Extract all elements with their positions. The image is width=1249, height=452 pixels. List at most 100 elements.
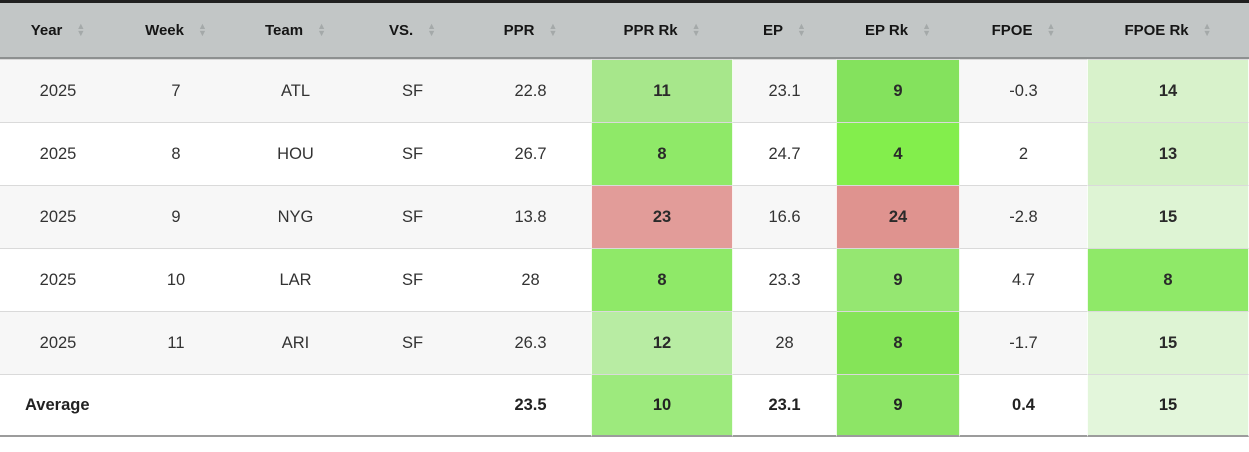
col-header-label: VS. — [388, 21, 414, 39]
cell-ep: 16.6 — [733, 185, 836, 248]
table-row: 2025 7 ATL SF 22.8 11 23.1 9 -0.3 14 — [0, 59, 1249, 122]
cell-ep-rk: 4 — [836, 122, 960, 185]
cell-fpoe: 2 — [960, 122, 1087, 185]
cell-ppr-rk: 8 — [591, 122, 733, 185]
cell-ep-rk: 9 — [836, 248, 960, 311]
col-header-label: PPR Rk — [623, 21, 678, 39]
cell-ppr-rk: 12 — [591, 311, 733, 374]
col-header-label: Week — [145, 21, 184, 39]
cell-fpoe-rk: 15 — [1087, 374, 1249, 437]
average-row: Average 23.5 10 23.1 9 0.4 15 — [0, 374, 1249, 437]
sort-icon[interactable]: ▲ ▼ — [76, 21, 86, 38]
col-header-label: EP — [763, 21, 784, 39]
col-header-ppr[interactable]: PPR ▲ ▼ — [470, 0, 591, 59]
cell-ep: 28 — [733, 311, 836, 374]
cell-vs: SF — [355, 59, 470, 122]
col-header-label: PPR — [503, 21, 535, 39]
cell-year: 2025 — [0, 248, 116, 311]
cell-fpoe: 4.7 — [960, 248, 1087, 311]
table-body: 2025 7 ATL SF 22.8 11 23.1 9 -0.3 14 2025 8 HOU SF 26.… — [0, 59, 1249, 437]
sort-icon[interactable]: ▲ ▼ — [317, 21, 326, 38]
cell-week: 9 — [116, 185, 236, 248]
cell-fpoe: 0.4 — [960, 374, 1087, 437]
cell-ep: 23.3 — [733, 248, 836, 311]
col-header-ppr-rk[interactable]: PPR Rk ▲ ▼ — [591, 0, 733, 59]
col-header-fpoe-rk[interactable]: FPOE Rk ▲ ▼ — [1087, 0, 1249, 59]
sort-icon[interactable]: ▲ ▼ — [427, 21, 437, 38]
cell-vs: SF — [355, 185, 470, 248]
cell-vs — [355, 374, 470, 437]
col-header-label: Year — [30, 21, 63, 39]
cell-ppr: 26.7 — [470, 122, 591, 185]
cell-fpoe: -0.3 — [960, 59, 1087, 122]
col-header-vs[interactable]: VS. ▲ ▼ — [355, 0, 470, 59]
cell-ppr: 22.8 — [470, 59, 591, 122]
cell-fpoe: -1.7 — [960, 311, 1087, 374]
cell-fpoe: -2.8 — [960, 185, 1087, 248]
gamelog-table: Year ▲ ▼ Week ▲ ▼ Team ▲ ▼ VS. ▲ ▼ PPR ▲ ▼ PPR Rk ▲… — [0, 0, 1249, 437]
cell-ppr: 13.8 — [470, 185, 591, 248]
sort-icon[interactable]: ▲ ▼ — [691, 21, 701, 38]
table-row: 2025 9 NYG SF 13.8 23 16.6 24 -2.8 15 — [0, 185, 1249, 248]
col-header-week[interactable]: Week ▲ ▼ — [116, 0, 236, 59]
cell-ep-rk: 9 — [836, 59, 960, 122]
col-header-fpoe[interactable]: FPOE ▲ ▼ — [960, 0, 1087, 59]
sort-icon[interactable]: ▲ ▼ — [922, 21, 931, 38]
cell-week: 11 — [116, 311, 236, 374]
sort-icon[interactable]: ▲ ▼ — [198, 21, 207, 38]
col-header-label: FPOE — [991, 21, 1033, 39]
col-header-ep[interactable]: EP ▲ ▼ — [733, 0, 836, 59]
cell-year: 2025 — [0, 311, 116, 374]
cell-year: Average — [0, 374, 116, 437]
col-header-team[interactable]: Team ▲ ▼ — [236, 0, 355, 59]
table-header: Year ▲ ▼ Week ▲ ▼ Team ▲ ▼ VS. ▲ ▼ PPR ▲ ▼ PPR Rk ▲… — [0, 0, 1249, 59]
sort-icon[interactable]: ▲ ▼ — [797, 21, 806, 38]
table-row: 2025 8 HOU SF 26.7 8 24.7 4 2 13 — [0, 122, 1249, 185]
cell-ppr-rk: 23 — [591, 185, 733, 248]
cell-year: 2025 — [0, 185, 116, 248]
cell-team — [236, 374, 355, 437]
cell-ppr: 23.5 — [470, 374, 591, 437]
cell-year: 2025 — [0, 122, 116, 185]
cell-fpoe-rk: 8 — [1087, 248, 1249, 311]
table-row: 2025 10 LAR SF 28 8 23.3 9 4.7 8 — [0, 248, 1249, 311]
col-header-label: FPOE Rk — [1124, 21, 1189, 39]
sort-icon[interactable]: ▲ ▼ — [548, 21, 558, 38]
col-header-label: Team — [265, 21, 304, 39]
sort-icon[interactable]: ▲ ▼ — [1046, 21, 1056, 38]
cell-ep-rk: 24 — [836, 185, 960, 248]
cell-team: HOU — [236, 122, 355, 185]
table-row: 2025 11 ARI SF 26.3 12 28 8 -1.7 15 — [0, 311, 1249, 374]
col-header-year[interactable]: Year ▲ ▼ — [0, 0, 116, 59]
cell-team: ARI — [236, 311, 355, 374]
cell-fpoe-rk: 15 — [1087, 311, 1249, 374]
cell-ep-rk: 8 — [836, 311, 960, 374]
col-header-label: EP Rk — [864, 21, 909, 39]
sort-icon[interactable]: ▲ ▼ — [1202, 21, 1212, 38]
col-header-ep-rk[interactable]: EP Rk ▲ ▼ — [836, 0, 960, 59]
cell-team: LAR — [236, 248, 355, 311]
cell-vs: SF — [355, 122, 470, 185]
cell-vs: SF — [355, 311, 470, 374]
cell-ppr-rk: 10 — [591, 374, 733, 437]
cell-team: NYG — [236, 185, 355, 248]
cell-ep: 23.1 — [733, 59, 836, 122]
cell-week: 10 — [116, 248, 236, 311]
cell-team: ATL — [236, 59, 355, 122]
cell-fpoe-rk: 13 — [1087, 122, 1249, 185]
cell-ppr-rk: 8 — [591, 248, 733, 311]
cell-vs: SF — [355, 248, 470, 311]
cell-fpoe-rk: 14 — [1087, 59, 1249, 122]
cell-ep: 23.1 — [733, 374, 836, 437]
cell-fpoe-rk: 15 — [1087, 185, 1249, 248]
cell-year: 2025 — [0, 59, 116, 122]
header-row: Year ▲ ▼ Week ▲ ▼ Team ▲ ▼ VS. ▲ ▼ PPR ▲ ▼ PPR Rk ▲… — [0, 0, 1249, 59]
cell-week — [116, 374, 236, 437]
cell-week: 7 — [116, 59, 236, 122]
cell-ppr-rk: 11 — [591, 59, 733, 122]
cell-ppr: 26.3 — [470, 311, 591, 374]
cell-ppr: 28 — [470, 248, 591, 311]
cell-ep-rk: 9 — [836, 374, 960, 437]
cell-week: 8 — [116, 122, 236, 185]
